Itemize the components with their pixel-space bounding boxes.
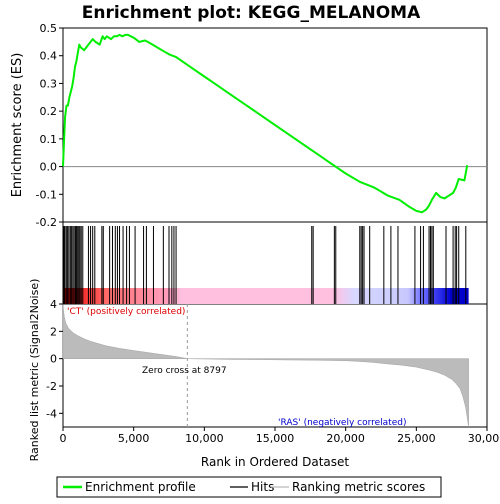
es-ytick-label: -0.1 (36, 188, 57, 201)
es-ytick-label: 0.1 (40, 133, 58, 146)
hits-layer (63, 226, 469, 304)
metric-layer (62, 303, 469, 428)
x-axis-label: Rank in Ordered Dataset (201, 455, 349, 469)
metric-ytick-label: 2 (50, 325, 57, 338)
zero-cross-label: Zero cross at 8797 (142, 366, 227, 376)
es-ytick-label: 0.4 (40, 50, 58, 63)
es-ytick-label: 0.3 (40, 77, 58, 90)
metric-ytick-label: 0 (50, 353, 57, 366)
x-tick-label: 25,000 (397, 432, 436, 445)
x-tick-label: 30,000 (468, 432, 500, 445)
x-tick-label: 5,000 (118, 432, 150, 445)
metric-ytick-label: -2 (46, 380, 57, 393)
legend-label-enrichment: Enrichment profile (85, 480, 196, 494)
legend-box (56, 476, 442, 498)
legend-label-metric: Ranking metric scores (292, 480, 425, 494)
es-ylabel: Enrichment score (ES) (10, 53, 25, 198)
metric-ytick-label: 4 (50, 298, 57, 311)
x-tick-label: 20,000 (326, 432, 365, 445)
x-tick-label: 10,000 (185, 432, 224, 445)
chart-title: Enrichment plot: KEGG_MELANOMA (82, 3, 421, 23)
ranking-metric-area (62, 303, 469, 428)
x-tick-label: 15,000 (256, 432, 295, 445)
legend-label-hits: Hits (251, 480, 274, 494)
positive-label: 'CT' (positively correlated) (67, 307, 185, 317)
es-ytick-label: 0.0 (40, 161, 58, 174)
x-tick-label: 0 (60, 432, 67, 445)
axis-layer: -0.2 -0.1 0.0 0.1 0.2 0.3 0.4 0.5 -4 -2 0 2 4 0 5,000 1… (36, 22, 500, 445)
enrichment-profile-line (62, 33, 469, 214)
es-layer (62, 33, 487, 214)
metric-ylabel: Ranked list metric (Signal2Noise) (28, 279, 41, 462)
es-ytick-label: 0.2 (40, 105, 58, 118)
es-ytick-label: 0.5 (40, 22, 58, 35)
negative-label: 'RAS' (negatively correlated) (278, 418, 406, 428)
es-ytick-label: -0.2 (36, 216, 57, 229)
ranking-ribbon (63, 288, 469, 304)
metric-ytick-label: -4 (46, 407, 57, 420)
